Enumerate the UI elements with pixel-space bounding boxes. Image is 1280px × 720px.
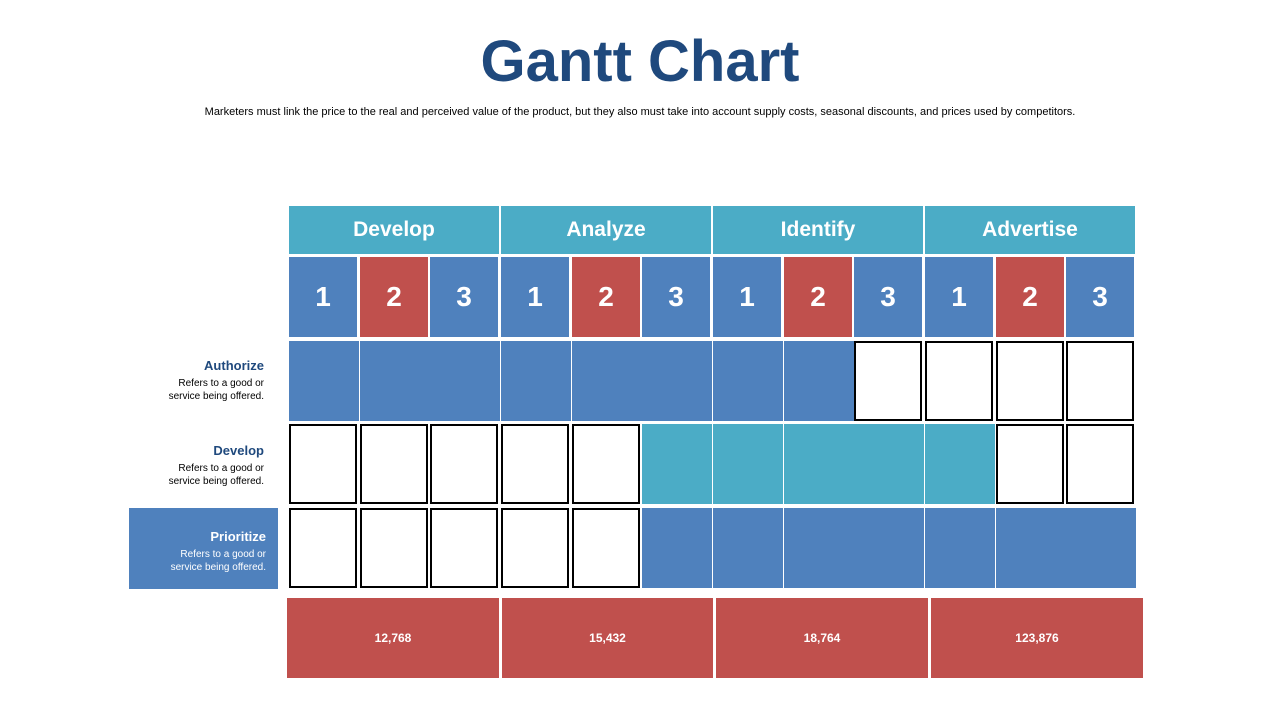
gantt-bar-segment <box>713 424 783 504</box>
phase-header-analyze: Analyze <box>501 206 711 254</box>
gantt-bar-segment <box>1066 508 1136 588</box>
gantt-bar-segment <box>713 508 783 588</box>
task-name: Authorize <box>204 358 264 373</box>
gantt-bar-segment <box>854 424 924 504</box>
step-number-cell: 1 <box>925 257 993 337</box>
task-desc-line: Refers to a good or <box>178 378 264 389</box>
gantt-bar-segment <box>784 508 854 588</box>
task-desc-line: service being offered. <box>168 391 264 402</box>
gantt-bar-segment <box>854 508 924 588</box>
gantt-empty-cell <box>1066 341 1134 421</box>
step-number-cell: 3 <box>642 257 710 337</box>
gantt-bar-segment <box>642 508 712 588</box>
step-number-cell: 3 <box>854 257 922 337</box>
gantt-bar-segment <box>501 341 571 421</box>
gantt-bar-segment <box>784 424 854 504</box>
step-number-cell: 2 <box>784 257 852 337</box>
task-label-authorize: Authorize Refers to a good or service be… <box>130 358 264 403</box>
gantt-bar-segment <box>925 508 995 588</box>
step-number-cell: 2 <box>360 257 428 337</box>
task-name: Develop <box>213 443 264 458</box>
task-label-develop: Develop Refers to a good or service bein… <box>130 443 264 488</box>
page-title: Gantt Chart <box>480 29 800 94</box>
gantt-empty-cell <box>360 508 428 588</box>
gantt-empty-cell <box>430 424 498 504</box>
gantt-empty-cell <box>572 424 640 504</box>
step-number-cell: 3 <box>1066 257 1134 337</box>
task-desc-line: service being offered. <box>170 562 266 573</box>
gantt-bar-segment <box>642 424 712 504</box>
gantt-bar-segment <box>360 341 430 421</box>
task-name: Prioritize <box>210 529 266 544</box>
gantt-empty-cell <box>996 341 1064 421</box>
task-desc-line: service being offered. <box>168 476 264 487</box>
gantt-empty-cell <box>289 424 357 504</box>
total-value: 123,876 <box>931 598 1143 678</box>
total-value: 18,764 <box>716 598 928 678</box>
gantt-bar-segment <box>784 341 854 421</box>
phase-header-identify: Identify <box>713 206 923 254</box>
step-number-cell: 1 <box>501 257 569 337</box>
gantt-bar-segment <box>289 341 359 421</box>
step-number-cell: 3 <box>430 257 498 337</box>
gantt-bar-segment <box>642 341 712 421</box>
step-number-cell: 2 <box>572 257 640 337</box>
gantt-empty-cell <box>1066 424 1134 504</box>
total-value: 15,432 <box>502 598 713 678</box>
gantt-empty-cell <box>430 508 498 588</box>
total-value: 12,768 <box>287 598 499 678</box>
gantt-empty-cell <box>925 341 993 421</box>
step-number-cell: 1 <box>713 257 781 337</box>
step-number-cell: 2 <box>996 257 1064 337</box>
step-number-cell: 1 <box>289 257 357 337</box>
gantt-bar-segment <box>996 508 1066 588</box>
gantt-bar-segment <box>713 341 783 421</box>
gantt-empty-cell <box>996 424 1064 504</box>
task-desc-line: Refers to a good or <box>180 549 266 560</box>
phase-header-develop: Develop <box>289 206 499 254</box>
gantt-empty-cell <box>360 424 428 504</box>
gantt-bar-segment <box>925 424 995 504</box>
gantt-empty-cell <box>572 508 640 588</box>
phase-header-advertise: Advertise <box>925 206 1135 254</box>
page-subtitle: Marketers must link the price to the rea… <box>204 106 1076 118</box>
gantt-empty-cell <box>501 508 569 588</box>
gantt-empty-cell <box>854 341 922 421</box>
task-desc-line: Refers to a good or <box>178 463 264 474</box>
gantt-bar-segment <box>572 341 642 421</box>
gantt-bar-segment <box>430 341 500 421</box>
task-label-prioritize: Prioritize Refers to a good or service b… <box>129 508 278 589</box>
gantt-empty-cell <box>501 424 569 504</box>
gantt-empty-cell <box>289 508 357 588</box>
